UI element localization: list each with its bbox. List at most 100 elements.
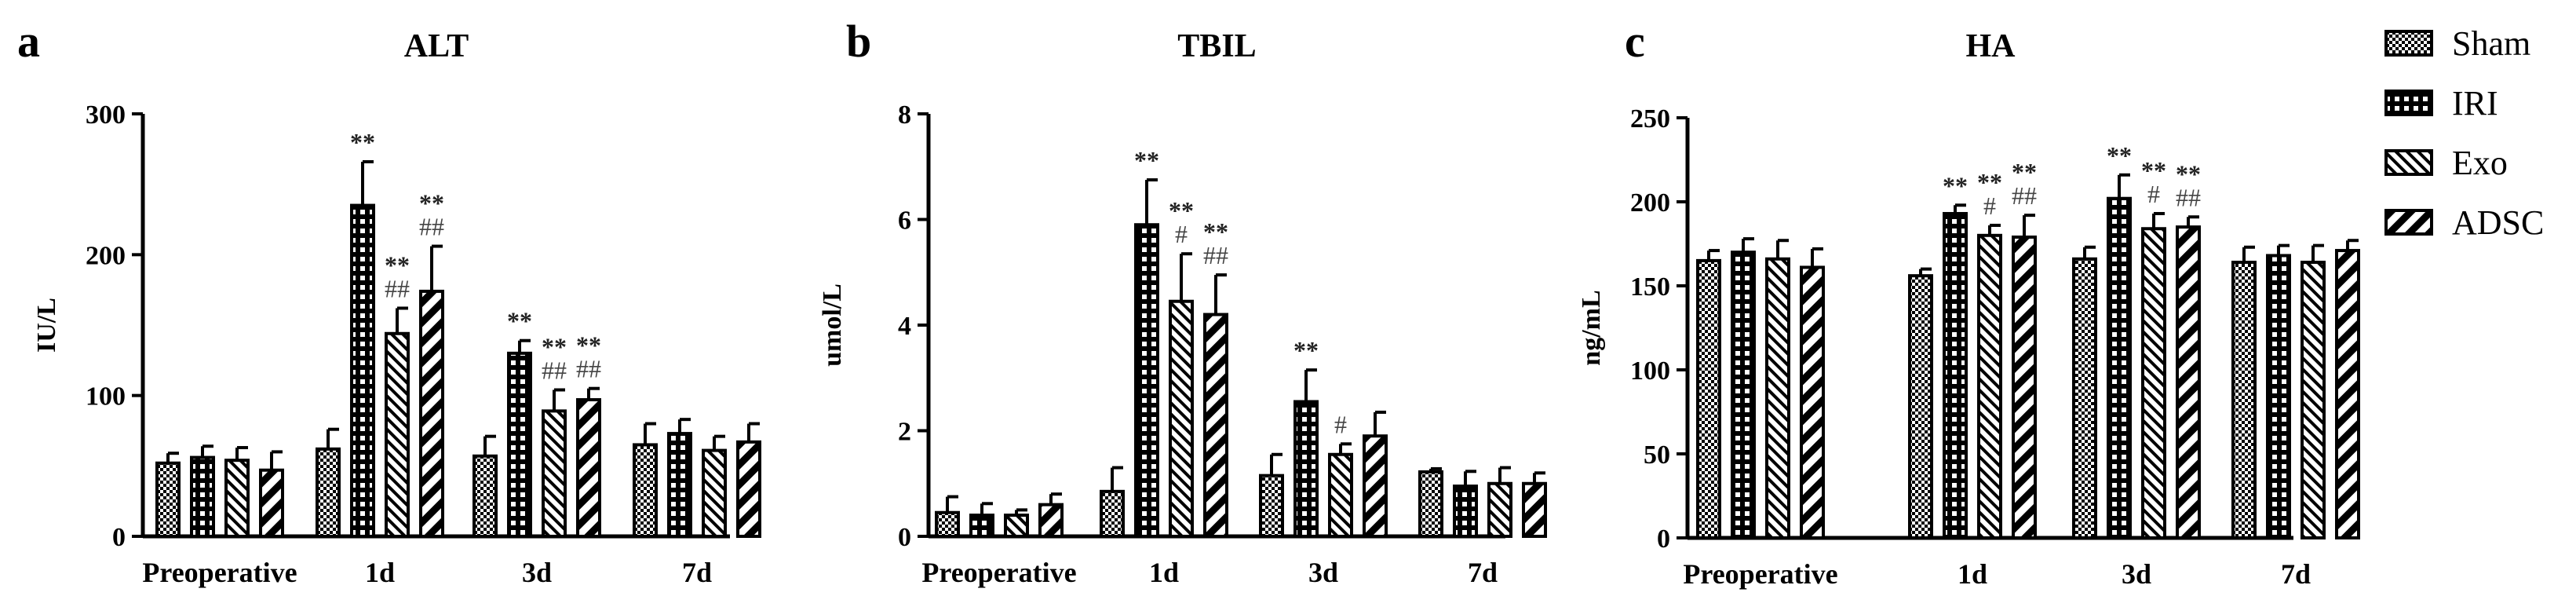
x-tick-label: 7d [1468,557,1498,588]
bar-sham [2072,257,2097,539]
bar-adsc [1203,313,1228,538]
significance-label: # [1983,192,1996,220]
bar-iri [1453,485,1478,538]
y-tick-label: 0 [898,523,911,552]
significance-label: ## [419,213,444,241]
bar-iri [2107,196,2132,539]
bar-adsc [2176,225,2201,539]
x-tick-label: Preoperative [921,557,1076,588]
panel-letter: b [846,16,871,67]
x-tick-label: Preoperative [1683,558,1837,590]
significance-label: ## [2012,181,2037,210]
bar-exo [224,459,250,538]
panel-c: c HA 0 50 100 150 200 250 ng/mL Preoperative 1d 3d 7… [1577,16,2360,590]
bar-iri [667,432,692,538]
bar-iri [2266,254,2291,539]
bar-adsc [1038,503,1064,539]
significance-label: ** [1203,218,1228,246]
significance-label: ** [542,332,567,360]
significance-label: ** [576,331,601,360]
bar-sham [1908,274,1933,539]
x-tick-label: Preoperative [142,557,297,588]
y-tick-label: 0 [1657,525,1670,554]
y-tick-label: 2 [898,418,911,447]
bar-exo [1004,514,1029,538]
y-tick-label: 8 [898,101,911,130]
significance-label: # [1175,220,1188,248]
x-tick-label: 1d [1149,557,1179,588]
bar-sham [935,510,960,538]
bar-sham [2231,261,2257,539]
bar-iri [507,351,532,538]
bar-sham [473,454,498,539]
panel-a: a ALT 0 100 200 300 IU/L Preoperative 1d 3d 7d ** **… [17,16,761,588]
panel-letter: c [1625,16,1645,67]
bar-sham [316,447,341,539]
bar-exo [1487,481,1512,538]
bar-adsc [259,468,284,538]
panel-b: b TBIL 0 2 4 6 8 umol/L Preoperative 1d 3d 7d ** ** **… [818,16,1547,588]
panel-letter: a [17,16,40,67]
significance-label: ## [542,356,567,384]
legend-swatch-sham [2384,30,2433,57]
bar-sham [1418,470,1443,539]
x-tick-label: 7d [2281,558,2311,590]
legend-swatch-adsc [2384,209,2433,236]
bar-iri [350,203,375,538]
bar-sham [1696,258,1721,539]
y-axis-label: IU/L [32,298,61,353]
bar-adsc [576,398,601,538]
bar-exo [1977,233,2002,539]
significance-label: # [2147,180,2160,208]
significance-label: ** [350,128,375,156]
legend: Sham IRI Exo ADSC [2384,24,2544,242]
legend-swatch-exo [2384,149,2433,176]
chart-title: ALT [404,28,469,64]
bar-adsc [1800,265,1825,539]
significance-label: ** [385,250,410,279]
significance-label: ## [576,355,601,383]
significance-label: ** [2176,159,2201,188]
y-tick-label: 50 [1644,441,1670,470]
bar-iri [190,455,215,538]
bar-adsc [2012,235,2037,539]
x-tick-label: 1d [365,557,395,588]
significance-label: ** [2012,158,2037,186]
y-tick-label: 6 [898,207,911,236]
significance-label: ## [385,274,410,302]
significance-label: ** [419,189,444,218]
bar-sham [1100,489,1125,539]
y-tick-label: 4 [898,312,911,341]
legend-label: ADSC [2452,203,2544,242]
significance-label: ** [1977,168,2002,196]
significance-label: ** [2107,141,2132,170]
legend-swatch-iri [2384,90,2433,116]
bar-sham [155,461,181,538]
legend-label: Exo [2452,144,2508,182]
chart-title: HA [1966,28,2016,64]
bar-exo [2141,227,2166,539]
y-tick-label: 200 [86,241,126,270]
chart-title: TBIL [1177,28,1256,64]
bar-iri [1293,400,1319,539]
y-tick-label: 100 [1630,357,1670,386]
significance-label: ** [2141,156,2166,185]
bar-exo [702,448,727,539]
bar-exo [385,331,410,538]
bar-adsc [736,440,761,539]
x-tick-label: 7d [682,557,712,588]
bar-exo [2301,261,2326,539]
y-axis-label: ng/mL [1577,290,1606,365]
significance-label: ** [507,307,532,335]
bar-adsc [1363,434,1388,538]
bar-iri [1731,250,1756,539]
significance-label: ** [1134,146,1159,174]
bar-adsc [2335,249,2360,539]
x-tick-label: 3d [2122,558,2151,590]
bar-sham [1259,474,1284,538]
significance-label: ** [1169,196,1194,225]
significance-label: # [1334,410,1347,438]
bar-iri [1134,223,1159,538]
